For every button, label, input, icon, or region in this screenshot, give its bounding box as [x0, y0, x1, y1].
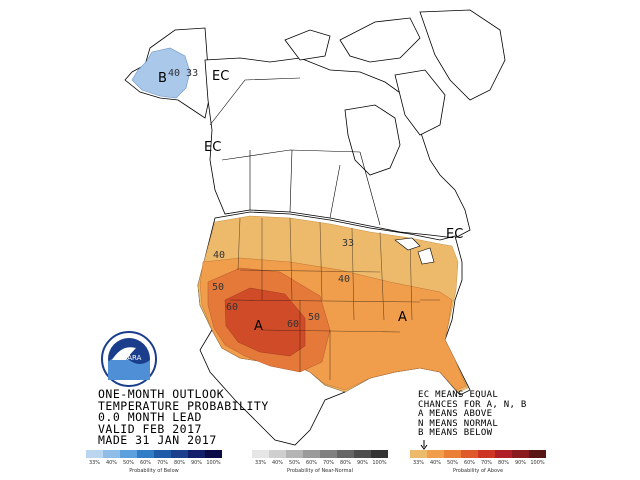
- alaska-b-label: B: [158, 71, 167, 86]
- arctic-island-2: [339, 17, 421, 63]
- canada-borders: [209, 77, 381, 226]
- scale-normal-tick: 80%: [339, 460, 352, 466]
- alaska-contour-label: 40 33: [168, 68, 198, 79]
- scale-above-ticks: 33% 40% 50% 60% 70% 80% 90% 100%: [410, 460, 546, 466]
- scale-above-swatch: [427, 450, 444, 458]
- scale-above-tick: 80%: [497, 460, 510, 466]
- scale-below-tick: 40%: [105, 460, 118, 466]
- legend-note-normal: N MEANS NORMAL: [418, 418, 499, 429]
- ec-bc-label: EC: [204, 140, 221, 155]
- scale-below-ticks: 33% 40% 50% 60% 70% 80% 90% 100%: [86, 460, 222, 466]
- title-line-4: VALID FEB 2017: [98, 421, 202, 436]
- scale-above-swatch: [495, 450, 512, 458]
- scale-below-swatch: [137, 450, 154, 458]
- scale-normal-ticks: 33% 40% 50% 60% 70% 80% 90% 100%: [252, 460, 388, 466]
- scale-normal-swatch: [371, 450, 388, 458]
- scale-below-tick: 60%: [139, 460, 152, 466]
- legend-note-ec: EC MEANS EQUAL: [418, 390, 499, 400]
- contour-40-west-label: 40: [213, 250, 225, 261]
- scale-below-tick: 80%: [173, 460, 186, 466]
- scale-normal-title: Probability of Near-Normal: [287, 468, 353, 474]
- contour-60-west-label: 60: [226, 302, 238, 313]
- scale-below-tick: 33%: [88, 460, 101, 466]
- contour-40-central-label: 40: [338, 274, 350, 285]
- scale-below-swatch: [171, 450, 188, 458]
- scale-normal-tick: 60%: [305, 460, 318, 466]
- great-lakes: [394, 237, 435, 265]
- hudson-bay: [344, 104, 401, 176]
- baffin-island: [394, 69, 446, 136]
- ec-east-label: EC: [446, 227, 463, 242]
- scale-normal-tick: 90%: [356, 460, 369, 466]
- mexico-outline: [199, 329, 346, 446]
- title-line-3: 0.0 MONTH LEAD: [98, 410, 202, 424]
- scale-above-bar: [410, 450, 546, 458]
- legend-note-below: B MEANS BELOW: [418, 428, 493, 438]
- scale-above-tick: 33%: [412, 460, 425, 466]
- scale-normal-swatch: [269, 450, 286, 458]
- scale-below-swatch: [86, 450, 103, 458]
- scale-above-tick: 70%: [480, 460, 493, 466]
- scale-above-swatch: [410, 450, 427, 458]
- scale-above-tick: 40%: [429, 460, 442, 466]
- scale-normal-tick: 50%: [288, 460, 301, 466]
- scale-normal-tick: 100%: [372, 460, 387, 466]
- above-label-southwest: A: [254, 319, 263, 334]
- legend-note-above: A MEANS ABOVE: [418, 409, 493, 419]
- contour-60-east-label: 60: [287, 319, 299, 330]
- scale-above-tick: 60%: [463, 460, 476, 466]
- scale-normal-swatch: [303, 450, 320, 458]
- scale-normal-swatch: [337, 450, 354, 458]
- scale-normal-swatch: [286, 450, 303, 458]
- scale-above-swatch: [478, 450, 495, 458]
- scale-above-tick: 90%: [514, 460, 527, 466]
- alaska-below-region: [131, 47, 191, 99]
- scale-above-swatch: [512, 450, 529, 458]
- scale-below-swatch: [188, 450, 205, 458]
- outlook-title-block: ONE-MONTH OUTLOOK TEMPERATURE PROBABILIT…: [98, 387, 269, 447]
- legend-note-chances: CHANCES FOR A, N, B: [418, 399, 527, 410]
- scale-above-swatch: [529, 450, 546, 458]
- scale-normal-bar: [252, 450, 388, 458]
- contour-50-east-label: 50: [308, 312, 320, 323]
- scale-below-tick: 100%: [206, 460, 221, 466]
- above-60-region: [224, 287, 306, 357]
- scale-above-swatch: [461, 450, 478, 458]
- scale-normal-tick: 70%: [322, 460, 335, 466]
- noaa-logo: NOARA: [101, 331, 157, 387]
- scale-below-swatch: [120, 450, 137, 458]
- scale-below-bar: [86, 450, 222, 458]
- scale-above-swatch: [444, 450, 461, 458]
- scale-normal-swatch: [354, 450, 371, 458]
- scale-below-tick: 70%: [156, 460, 169, 466]
- title-line-2: TEMPERATURE PROBABILITY: [98, 398, 269, 413]
- arctic-island-1: [284, 29, 331, 61]
- legend-notes: EC MEANS EQUAL CHANCES FOR A, N, B A MEA…: [418, 390, 527, 439]
- scale-normal-swatch: [252, 450, 269, 458]
- scale-normal-tick: 33%: [254, 460, 267, 466]
- scale-below-tick: 50%: [122, 460, 135, 466]
- title-line-1: ONE-MONTH OUTLOOK: [98, 387, 225, 401]
- above-label-southeast: A: [398, 310, 407, 325]
- scale-below-title: Probability of Below: [129, 468, 179, 474]
- title-line-5: MADE 31 JAN 2017: [98, 433, 217, 447]
- scale-normal-swatch: [320, 450, 337, 458]
- scale-above-tick: 100%: [530, 460, 545, 466]
- us-state-borders: [229, 217, 440, 380]
- scale-above-title: Probability of Above: [452, 468, 504, 474]
- scale-above-tick: 50%: [446, 460, 459, 466]
- contour-50-west-label: 50: [212, 282, 224, 293]
- scale-below-swatch: [103, 450, 120, 458]
- ec-canada-label: EC: [212, 69, 229, 84]
- contour-33-label: 33: [342, 238, 354, 249]
- scale-normal-tick: 40%: [271, 460, 284, 466]
- arrow-down-icon: [420, 440, 428, 450]
- scale-below-swatch: [154, 450, 171, 458]
- greenland: [419, 9, 506, 101]
- scale-below-tick: 90%: [190, 460, 203, 466]
- svg-text:NOARA: NOARA: [117, 354, 142, 362]
- scale-below-swatch: [205, 450, 222, 458]
